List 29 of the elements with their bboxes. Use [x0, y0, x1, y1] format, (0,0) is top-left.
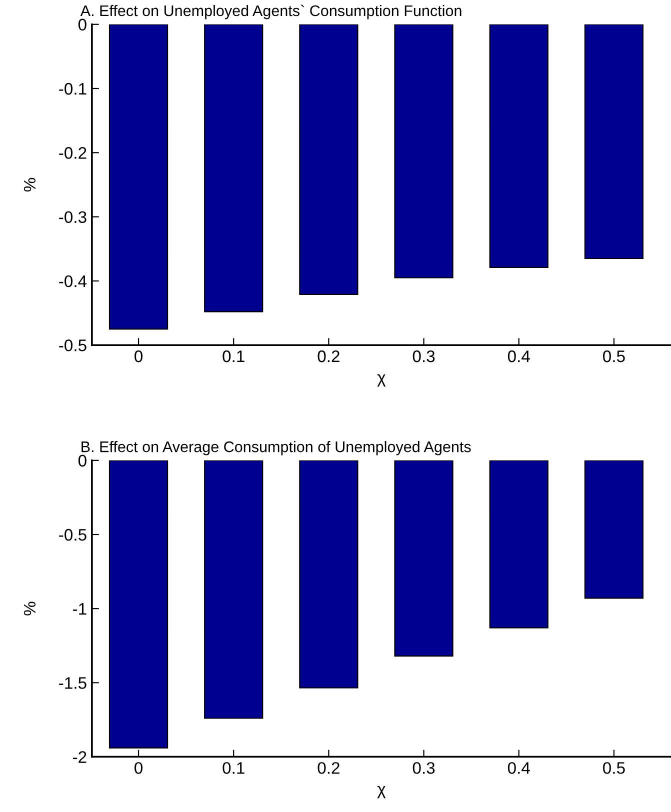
x-tick-label: 0.1 [222, 762, 244, 774]
x-axis-title: χ [377, 374, 386, 387]
y-tick-label: -1 [72, 603, 86, 615]
x-tick-label: 0.4 [508, 762, 530, 774]
chart-title: B. Effect on Average Consumption of Unemployed Agents [82, 441, 471, 456]
y-tick-label: -0.5 [59, 528, 86, 541]
chart-title: A. Effect on Unemployed Agents` Consumption Function [80, 4, 462, 20]
x-tick-label: 0.2 [318, 350, 340, 362]
x-tick-label: 0.2 [318, 762, 340, 774]
y-axis-title: % [24, 178, 36, 192]
y-axis-title: % [24, 602, 36, 616]
x-tick-label: 0 [134, 762, 142, 774]
y-tick-label: -0.2 [59, 147, 86, 159]
x-tick-label: 0.5 [603, 350, 625, 362]
x-axis-title: χ [377, 786, 386, 798]
y-tick-label: -2 [72, 751, 86, 763]
y-tick-label: -1.5 [59, 677, 86, 689]
y-tick-label: -0.4 [59, 275, 87, 288]
x-tick-label: 0.4 [508, 350, 530, 362]
x-tick-label: 0 [134, 350, 142, 362]
y-tick-label: 0 [78, 454, 86, 467]
y-tick-label: -0.3 [59, 211, 86, 224]
y-tick-label: -0.5 [59, 340, 86, 352]
y-tick-label: 0 [78, 18, 86, 31]
x-tick-label: 0.3 [412, 350, 435, 362]
y-tick-label: -0.1 [59, 82, 86, 95]
x-tick-label: 0.1 [222, 350, 244, 362]
x-tick-label: 0.5 [603, 762, 625, 774]
x-tick-label: 0.3 [412, 762, 435, 774]
